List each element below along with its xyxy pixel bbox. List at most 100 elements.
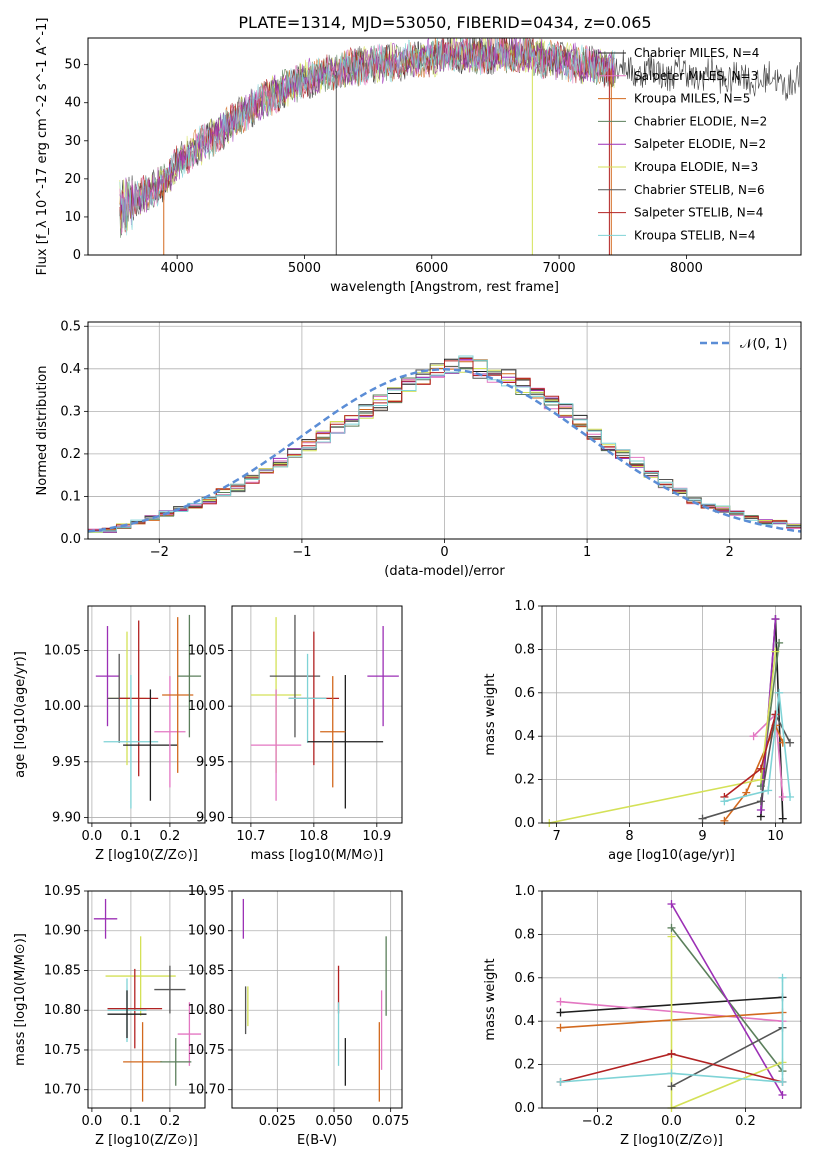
- plot-frame: [87, 890, 206, 1109]
- hist-series-8: [88, 355, 801, 533]
- x-tick-label: −1: [292, 545, 311, 560]
- legend-label: Kroupa ELODIE, N=3: [634, 160, 758, 174]
- y-tick-label: 0.4: [60, 362, 81, 377]
- figure-title: PLATE=1314, MJD=53050, FIBERID=0434, z=0…: [238, 13, 651, 32]
- x-tick-label: 6000: [415, 261, 448, 276]
- x-tick-label: 0.050: [315, 1114, 352, 1129]
- x-axis-label: Z [log10(Z/Z⊙)]: [620, 1133, 723, 1148]
- y-tick-label: 10.05: [44, 644, 81, 659]
- normal-curve: [87, 368, 802, 533]
- y-tick-label: 10.75: [188, 1043, 225, 1058]
- age-vs-mass-panel: 10.7 10.8 10.9 9.90 9.95 10.00 10.05 mass [log1…: [188, 605, 403, 863]
- y-axis-label: Normed distribution: [35, 366, 50, 496]
- y-tick-label: 10.80: [188, 1003, 225, 1018]
- x-tick-label: 0.0: [82, 1114, 103, 1129]
- mass-vs-ebv-panel: 0.025 0.050 0.075 10.70 10.75 10.80 10.85 10.90…: [188, 884, 409, 1148]
- x-tick-label: −2: [150, 545, 169, 560]
- mass-weight-series-5: [670, 936, 783, 1110]
- residual-histogram-panel: −2 −1 0 1 2 0.0 0.1 0.2 0.3 0.4 0.5 (data-model)/er…: [35, 319, 802, 579]
- plot-frame: [541, 605, 802, 824]
- y-tick-label: 0.1: [60, 489, 81, 504]
- x-tick-label: 10: [767, 829, 784, 844]
- x-axis-label: wavelength [Angstrom, rest frame]: [330, 280, 559, 295]
- y-tick-label: 0.0: [60, 532, 81, 547]
- y-tick-label: 0.6: [514, 686, 535, 701]
- x-tick-label: 0.0: [661, 1114, 682, 1129]
- x-axis-label: Z [log10(Z/Z⊙)]: [95, 1133, 198, 1148]
- y-tick-label: 10.85: [44, 963, 81, 978]
- y-tick-label: 0: [73, 248, 81, 263]
- x-tick-label: 4000: [161, 261, 194, 276]
- x-tick-label: 10.8: [299, 829, 328, 844]
- legend-label: Salpeter STELIB, N=4: [634, 206, 763, 220]
- plot-frame: [231, 605, 403, 824]
- y-tick-label: 10.90: [188, 924, 225, 939]
- y-tick-label: 9.95: [52, 755, 81, 770]
- x-tick-label: 2: [726, 545, 734, 560]
- y-tick-label: 9.90: [196, 810, 225, 825]
- y-tick-label: 9.95: [196, 755, 225, 770]
- mass-weight-series-2: [723, 723, 784, 822]
- x-tick-label: 9: [698, 829, 706, 844]
- plot-frame: [87, 321, 802, 540]
- y-tick-label: 10.95: [44, 884, 81, 899]
- mass-weight-series-4: [670, 903, 784, 1096]
- y-tick-label: 10.70: [44, 1083, 81, 1098]
- mass-weight-series-8: [724, 692, 791, 803]
- x-tick-label: −0.2: [582, 1114, 614, 1129]
- y-tick-label: 30: [64, 134, 81, 149]
- spectrum-lines: [119, 38, 800, 255]
- mass-weight-series-6: [671, 1026, 783, 1088]
- x-axis-label: Z [log10(Z/Z⊙)]: [95, 848, 198, 863]
- y-tick-label: 50: [64, 58, 81, 73]
- spectrum-line-5: [119, 38, 616, 231]
- y-tick-label: 0.8: [514, 927, 535, 942]
- x-tick-label: 0.2: [160, 1114, 181, 1129]
- mass-weight-series-8: [560, 977, 784, 1083]
- spectrum-panel: 4000 5000 6000 7000 8000 0 10 20 30 40 50 wavelengt…: [35, 18, 802, 295]
- y-tick-label: 0.0: [514, 1101, 535, 1116]
- x-tick-label: 7: [552, 829, 560, 844]
- y-tick-label: 0.4: [514, 729, 535, 744]
- plot-frame: [87, 605, 206, 824]
- y-tick-label: 10.00: [44, 699, 81, 714]
- hist-series-7: [88, 358, 801, 531]
- legend-label: Kroupa STELIB, N=4: [634, 228, 756, 242]
- y-tick-label: 10.90: [44, 924, 81, 939]
- y-tick-label: 0.4: [514, 1014, 535, 1029]
- y-tick-label: 10.05: [188, 644, 225, 659]
- x-axis-label: mass [log10(M/M⊙)]: [251, 848, 384, 863]
- legend-label: 𝒩(0, 1): [740, 337, 787, 352]
- y-tick-label: 9.90: [52, 810, 81, 825]
- x-tick-label: 0.2: [735, 1114, 756, 1129]
- y-tick-label: 10: [64, 210, 81, 225]
- y-tick-label: 0.3: [60, 404, 81, 419]
- y-tick-label: 0.2: [60, 447, 81, 462]
- plot-frame: [231, 890, 403, 1109]
- y-tick-label: 10.80: [44, 1003, 81, 1018]
- x-axis-label: E(B-V): [297, 1133, 337, 1148]
- x-axis-label: age [log10(age/yr)]: [608, 848, 735, 863]
- x-tick-label: 8000: [670, 261, 703, 276]
- x-tick-label: 5000: [288, 261, 321, 276]
- x-tick-label: 0.075: [372, 1114, 409, 1129]
- plot-frame: [87, 37, 802, 256]
- x-tick-label: 0.1: [121, 1114, 142, 1129]
- legend-label: Chabrier STELIB, N=6: [634, 183, 765, 197]
- x-tick-label: 0.025: [259, 1114, 296, 1129]
- y-tick-label: 1.0: [514, 599, 535, 614]
- y-tick-label: 0.8: [514, 642, 535, 657]
- y-tick-label: 10.95: [188, 884, 225, 899]
- y-tick-label: 0.2: [514, 773, 535, 788]
- x-tick-label: 10.7: [236, 829, 265, 844]
- x-tick-label: 0.0: [82, 829, 103, 844]
- y-axis-label: mass [log10(M/M⊙)]: [13, 933, 28, 1066]
- y-tick-label: 0.2: [514, 1058, 535, 1073]
- y-axis-label: mass weight: [483, 958, 498, 1040]
- y-tick-label: 0.5: [60, 319, 81, 334]
- y-axis-label: mass weight: [483, 673, 498, 755]
- y-tick-label: 10.70: [188, 1083, 225, 1098]
- y-axis-label: age [log10(age/yr)]: [13, 651, 28, 778]
- x-tick-label: 0.2: [160, 829, 181, 844]
